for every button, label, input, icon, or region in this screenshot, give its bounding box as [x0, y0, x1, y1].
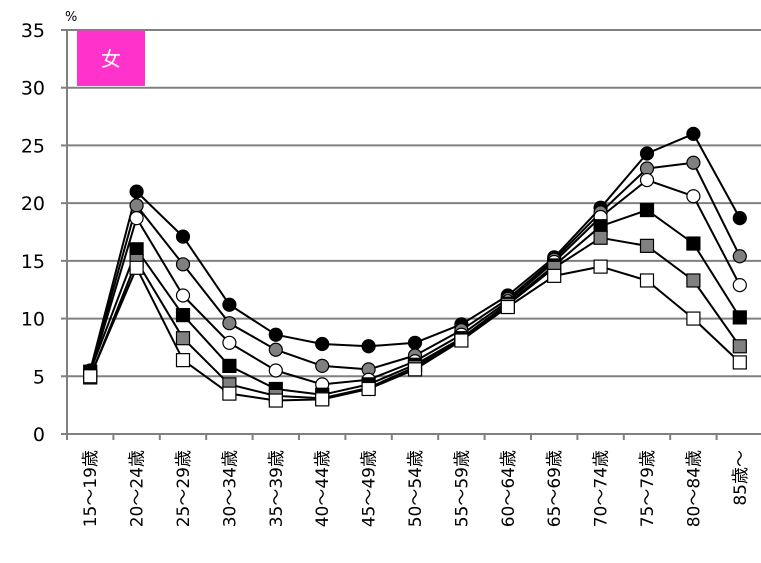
- data-point: [129, 184, 144, 199]
- y-tick-label: 30: [21, 78, 45, 100]
- y-tick-label: 35: [21, 20, 45, 42]
- data-point: [639, 238, 655, 253]
- data-point: [686, 273, 701, 288]
- x-tick-label: 15〜19歳: [81, 450, 101, 527]
- data-point: [639, 273, 655, 288]
- x-tick-label: 70〜74歳: [592, 450, 612, 527]
- y-tick-label: 15: [21, 251, 45, 273]
- x-tick-label: 30〜34歳: [220, 450, 240, 527]
- data-point: [175, 331, 191, 346]
- x-tick-label: 80〜84歳: [684, 450, 704, 527]
- x-tick-label: 40〜44歳: [313, 450, 333, 527]
- data-point: [593, 230, 608, 245]
- data-point: [315, 358, 330, 373]
- data-point: [686, 126, 701, 141]
- data-point: [639, 172, 655, 188]
- y-tick-label: 5: [33, 366, 45, 388]
- series-markers: [83, 126, 747, 408]
- data-point: [268, 327, 283, 342]
- data-point: [454, 333, 469, 348]
- data-point: [686, 311, 701, 326]
- data-point: [686, 155, 701, 170]
- x-tick-label: 50〜54歳: [406, 450, 426, 527]
- data-point: [315, 336, 330, 352]
- data-point: [175, 288, 191, 303]
- data-point: [639, 202, 655, 218]
- data-point: [686, 236, 701, 251]
- data-point: [639, 146, 655, 161]
- y-tick-label: 25: [21, 135, 45, 157]
- data-point: [222, 358, 237, 373]
- data-point: [732, 339, 747, 354]
- x-tick-label: 75〜79歳: [638, 450, 658, 527]
- data-point: [315, 392, 330, 407]
- data-point: [732, 249, 747, 264]
- data-point: [732, 211, 747, 226]
- data-point: [175, 257, 191, 272]
- badge-background: [77, 31, 145, 86]
- x-tick-label: 55〜59歳: [452, 450, 472, 527]
- data-point: [268, 342, 283, 357]
- data-point: [222, 316, 237, 331]
- gender-badge: 女: [77, 31, 145, 86]
- data-point: [593, 259, 608, 274]
- data-point: [222, 386, 237, 401]
- data-point: [83, 369, 98, 384]
- y-tick-label: 10: [21, 309, 45, 331]
- data-point: [732, 355, 747, 370]
- x-tick-label: 45〜49歳: [360, 450, 380, 527]
- y-unit-label: %: [65, 10, 77, 25]
- x-tick-label: 60〜64歳: [499, 450, 519, 527]
- gridlines: [67, 29, 761, 378]
- data-point: [686, 189, 701, 204]
- data-point: [547, 268, 562, 283]
- x-tick-label: 85歳〜: [731, 450, 751, 506]
- x-axis: 15〜19歳 20〜24歳 25〜29歳 30〜34歳 35〜39歳 40〜44歳 45〜4…: [66, 433, 761, 527]
- data-point: [129, 211, 144, 226]
- data-point: [361, 339, 376, 354]
- data-point: [407, 362, 423, 377]
- y-axis: 0 5 10 15 20 25 30 35: [21, 20, 68, 446]
- x-tick-label: 35〜39歳: [267, 450, 287, 527]
- data-point: [175, 308, 191, 323]
- data-point: [268, 393, 283, 408]
- x-tick-label: 25〜29歳: [174, 450, 194, 527]
- x-tick-label: 65〜69歳: [545, 450, 565, 527]
- data-point: [129, 198, 144, 213]
- x-tick-label: 20〜24歳: [128, 450, 148, 527]
- data-point: [407, 335, 423, 350]
- data-point: [129, 260, 144, 275]
- data-point: [500, 299, 515, 315]
- data-point: [732, 310, 747, 325]
- data-point: [222, 297, 237, 312]
- data-point: [175, 229, 191, 244]
- data-point: [732, 277, 747, 293]
- badge-label: 女: [101, 47, 121, 71]
- data-point: [175, 353, 191, 368]
- data-point: [361, 381, 376, 397]
- data-point: [222, 335, 237, 350]
- data-point: [268, 363, 283, 378]
- y-tick-label: 0: [33, 424, 45, 446]
- y-tick-label: 20: [21, 193, 45, 215]
